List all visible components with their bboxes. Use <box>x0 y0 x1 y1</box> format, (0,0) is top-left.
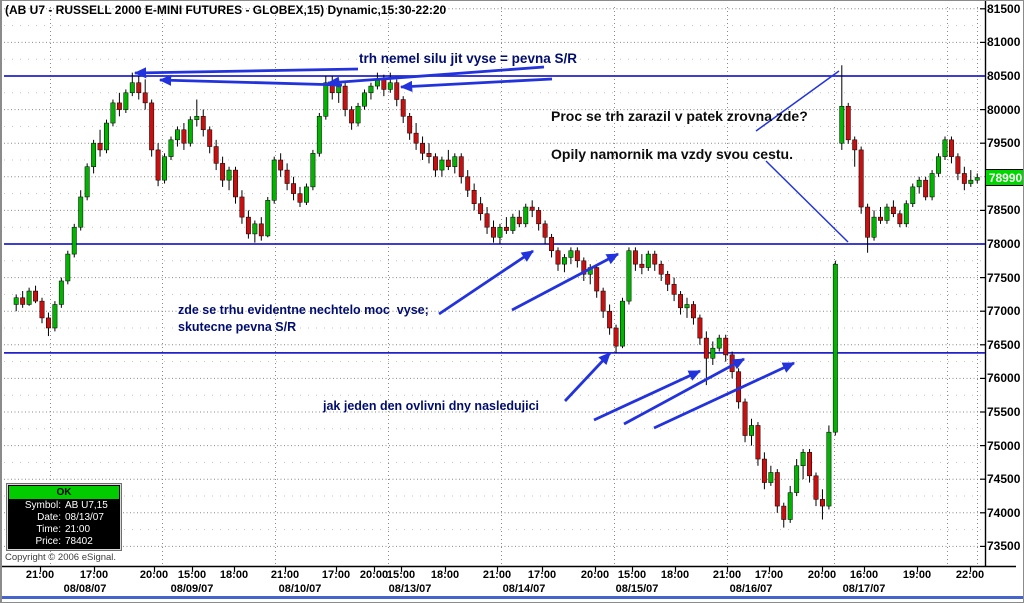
candlesticks <box>13 65 980 528</box>
annotation-arrows <box>133 65 796 430</box>
time-axis-label: 15:00 <box>617 569 647 581</box>
time-axis-label: 20:00 <box>359 569 389 581</box>
price-axis-label: 81500 <box>987 1 1021 16</box>
price-axis-label: 81000 <box>987 35 1021 50</box>
grid-lines <box>4 7 985 566</box>
time-axis-label: 17:00 <box>79 569 109 581</box>
price-axis-label: 77500 <box>987 270 1021 285</box>
data-window-rows: Symbol: AB U7,15 Date: 08/13/07 Time: 21:00 Pr… <box>9 500 119 548</box>
time-axis-label: 18:00 <box>219 569 249 581</box>
data-window-row-label: Symbol: <box>24 500 61 511</box>
annotation-text: Proc se trh zarazil v patek zrovna zde? <box>551 108 808 124</box>
annotation-pointer-lines <box>755 70 849 243</box>
time-axis-label: 15:00 <box>386 569 416 581</box>
price-axis-label: 73500 <box>987 539 1021 554</box>
date-axis-label: 08/10/07 <box>278 583 322 595</box>
date-axis-label: 08/14/07 <box>502 583 546 595</box>
time-axis-label: 17:00 <box>527 569 557 581</box>
price-axis-label: 80000 <box>987 102 1021 117</box>
time-axis-label: 22:00 <box>955 569 985 581</box>
price-axis-label: 79500 <box>987 136 1021 151</box>
price-axis-label: 80500 <box>987 69 1021 83</box>
time-axis-label: 21:00 <box>712 569 742 581</box>
date-axis-label: 08/09/07 <box>170 583 214 595</box>
price-axis-label: 78500 <box>987 203 1021 218</box>
copyright-label: Copyright © 2006 eSignal. <box>5 552 117 563</box>
price-axis-label: 74000 <box>987 505 1021 520</box>
data-window-row: Price: 78402 <box>9 536 119 548</box>
data-window-row: Time: 21:00 <box>9 524 119 536</box>
data-window: OK Symbol: AB U7,15 Date: 08/13/07 Time: 21:0… <box>6 483 122 551</box>
time-axis-label: 18:00 <box>660 569 690 581</box>
data-window-row-label: Time: <box>36 524 61 535</box>
price-axis-label: 75500 <box>987 405 1021 419</box>
data-window-status: OK <box>9 486 119 499</box>
data-window-row-value: 78402 <box>65 536 93 547</box>
data-window-row-value: AB U7,15 <box>65 500 108 511</box>
time-axis-label: 16:00 <box>849 569 879 581</box>
time-axis-label: 19:00 <box>902 569 932 581</box>
time-axis-label: 20:00 <box>580 569 610 581</box>
date-axis-label: 08/17/07 <box>842 583 886 595</box>
time-axis-label: 15:00 <box>177 569 207 581</box>
time-axis-label: 20:00 <box>807 569 837 581</box>
price-axis-label: 78000 <box>987 237 1021 251</box>
data-window-row: Symbol: AB U7,15 <box>9 500 119 512</box>
date-axis-label: 08/15/07 <box>615 583 659 595</box>
date-axis-label: 08/13/07 <box>388 583 432 595</box>
time-axis-label: 17:00 <box>321 569 351 581</box>
data-window-row-value: 08/13/07 <box>65 512 104 523</box>
data-window-row-label: Date: <box>37 512 61 523</box>
annotation-text: skutecne pevna S/R <box>178 320 297 334</box>
current-price-badge: 78990 <box>985 168 1023 186</box>
annotation-text: trh nemel silu jit vyse = pevna S/R <box>359 51 577 66</box>
time-axis-label: 17:00 <box>754 569 784 581</box>
price-axis-label: 77000 <box>987 304 1021 319</box>
price-axis-label: 76500 <box>987 337 1021 352</box>
time-axis-label: 18:00 <box>430 569 460 581</box>
data-window-row-label: Price: <box>35 536 61 547</box>
time-axis-label: 20:00 <box>139 569 169 581</box>
annotation-text: jak jeden den ovlivni dny nasledujici <box>323 399 540 413</box>
time-axis-label: 21:00 <box>270 569 300 581</box>
price-axis-label: 75000 <box>987 438 1021 453</box>
data-window-row-value: 21:00 <box>65 524 91 535</box>
date-axis-label: 08/16/07 <box>729 583 773 595</box>
date-axis-label: 08/08/07 <box>63 583 107 595</box>
annotation-text: Opily namornik ma vzdy svou cestu. <box>551 146 793 162</box>
status-bar-divider <box>2 596 1023 599</box>
time-axis-label: 21:00 <box>25 569 55 581</box>
axis-lines <box>2 1 1016 572</box>
annotation-text: zde se trhu evidentne nechtelo moc vyse; <box>178 303 429 317</box>
time-axis-label: 21:00 <box>482 569 512 581</box>
chart-title: (AB U7 - RUSSELL 2000 E-MINI FUTURES - G… <box>5 3 447 17</box>
price-axis-label: 76000 <box>987 371 1021 386</box>
price-axis-label: 74500 <box>987 472 1021 487</box>
data-window-row: Date: 08/13/07 <box>9 512 119 524</box>
